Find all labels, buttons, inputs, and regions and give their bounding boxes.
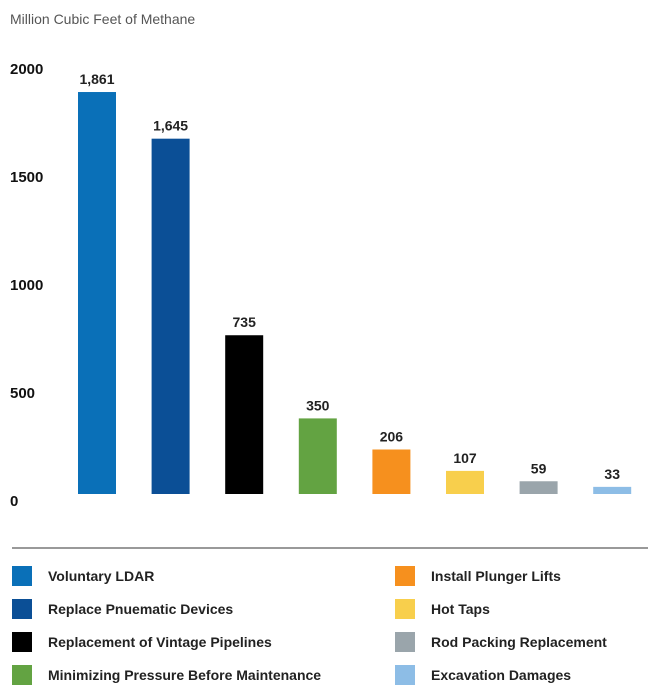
y-tick-label: 500 xyxy=(10,385,35,402)
chart: Million Cubic Feet of Methane 0 500 1000 15… xyxy=(10,11,648,549)
legend: Voluntary LDAR Replace Pnuematic Devices R… xyxy=(12,565,638,685)
legend-swatch xyxy=(395,665,415,685)
legend-item: Replace Pnuematic Devices xyxy=(12,598,233,620)
legend-swatch xyxy=(12,599,32,619)
legend-label: Rod Packing Replacement xyxy=(431,634,607,650)
legend-swatch xyxy=(12,566,32,586)
bar-value-label: 735 xyxy=(233,314,257,330)
legend-item: Install Plunger Lifts xyxy=(395,565,561,587)
bar-value-label: 33 xyxy=(604,466,620,482)
legend-swatch xyxy=(12,632,32,652)
bar xyxy=(151,138,190,494)
legend-item: Hot Taps xyxy=(395,598,490,620)
legend-label: Install Plunger Lifts xyxy=(431,568,561,584)
legend-item: Minimizing Pressure Before Maintenance xyxy=(12,664,321,686)
bar-value-label: 206 xyxy=(380,429,404,445)
legend-label: Excavation Damages xyxy=(431,667,572,683)
bar xyxy=(225,335,264,494)
y-tick-label: 2000 xyxy=(10,61,43,78)
y-axis-unit-label: Million Cubic Feet of Methane xyxy=(10,11,195,27)
legend-item: Voluntary LDAR xyxy=(12,565,154,587)
legend-swatch xyxy=(395,632,415,652)
bar xyxy=(78,92,116,495)
legend-label: Hot Taps xyxy=(431,601,490,617)
legend-item: Excavation Damages xyxy=(395,664,571,686)
legend-swatch xyxy=(395,566,415,586)
legend-item: Replacement of Vintage Pipelines xyxy=(12,631,272,653)
bar-value-label: 59 xyxy=(531,460,547,476)
bar xyxy=(593,486,632,494)
bar xyxy=(372,449,411,494)
bar-value-label: 1,861 xyxy=(79,71,114,87)
bar-value-label: 350 xyxy=(306,397,330,413)
bar xyxy=(298,418,337,494)
legend-item: Rod Packing Replacement xyxy=(395,631,607,653)
bars xyxy=(78,92,632,495)
legend-swatch xyxy=(395,599,415,619)
y-tick-label: 1000 xyxy=(10,277,43,294)
legend-label: Minimizing Pressure Before Maintenance xyxy=(48,667,322,683)
legend-label: Voluntary LDAR xyxy=(48,568,155,584)
y-axis-ticks: 0 500 1000 1500 2000 xyxy=(10,61,43,510)
bar-value-label: 107 xyxy=(453,450,477,466)
bar-value-label: 1,645 xyxy=(153,118,188,134)
legend-swatch xyxy=(12,665,32,685)
y-tick-label: 1500 xyxy=(10,169,43,186)
bar xyxy=(519,481,558,494)
legend-label: Replacement of Vintage Pipelines xyxy=(48,634,272,650)
legend-label: Replace Pnuematic Devices xyxy=(48,601,234,617)
y-tick-label: 0 xyxy=(10,493,18,510)
bar xyxy=(446,470,484,494)
value-labels: 1,861 1,645 735 350 206 107 59 33 xyxy=(79,71,620,482)
